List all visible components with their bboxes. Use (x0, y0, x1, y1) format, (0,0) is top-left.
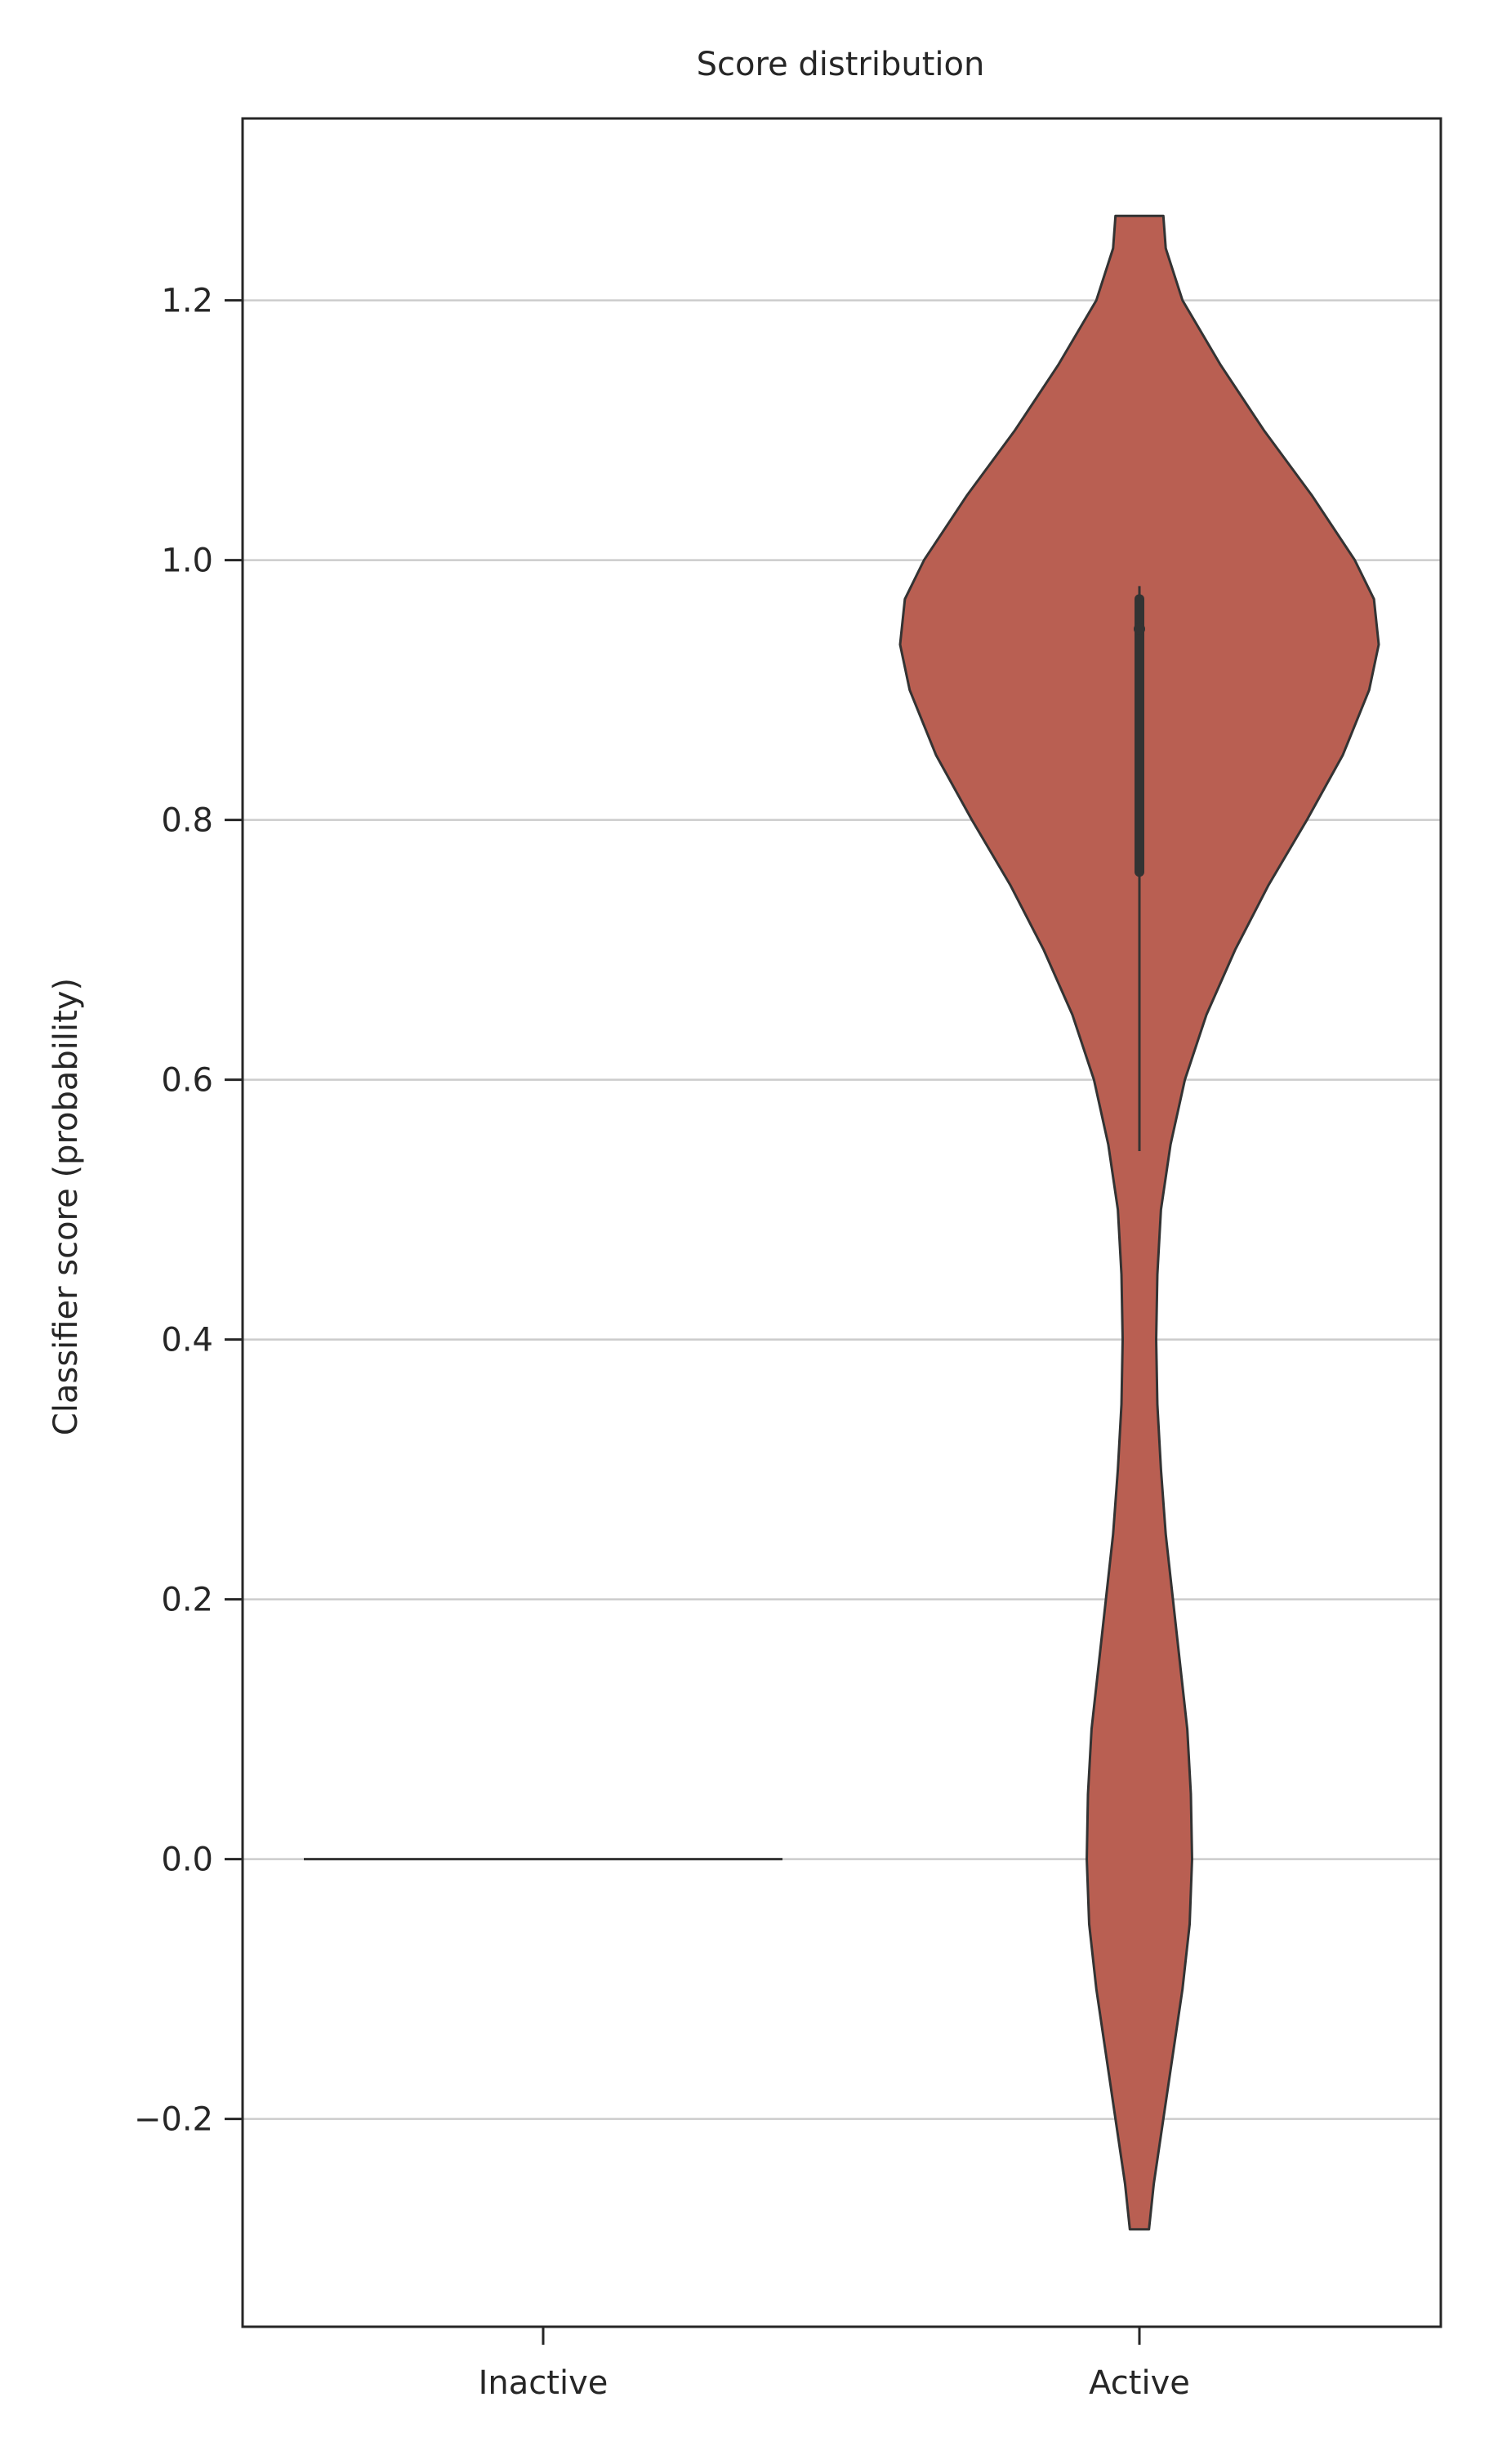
y-tick-label: 0.8 (161, 802, 213, 840)
y-tick-label: 0.4 (161, 1322, 213, 1359)
x-tick-label: Inactive (479, 2364, 609, 2402)
x-tick-label: Active (1089, 2364, 1190, 2402)
y-tick-label: 0.2 (161, 1582, 213, 1619)
plot-frame (241, 117, 1442, 2328)
y-axis: −0.2 0.0 0.2 0.4 0.6 0.8 1.0 1.2 (134, 283, 243, 2139)
violins (304, 214, 1380, 2231)
y-tick-label: 0.6 (161, 1062, 213, 1100)
violin-active (898, 214, 1380, 2231)
y-axis-label: Classifier score (probability) (47, 978, 85, 1435)
chart-title: Score distribution (697, 46, 985, 83)
y-tick-label: 1.0 (161, 542, 213, 580)
y-tick-label: −0.2 (134, 2101, 213, 2139)
y-tick-label: 1.2 (161, 283, 213, 320)
median-marker (1134, 623, 1145, 635)
y-tick-label: 0.0 (161, 1841, 213, 1879)
x-axis: Inactive Active (479, 2327, 1190, 2402)
